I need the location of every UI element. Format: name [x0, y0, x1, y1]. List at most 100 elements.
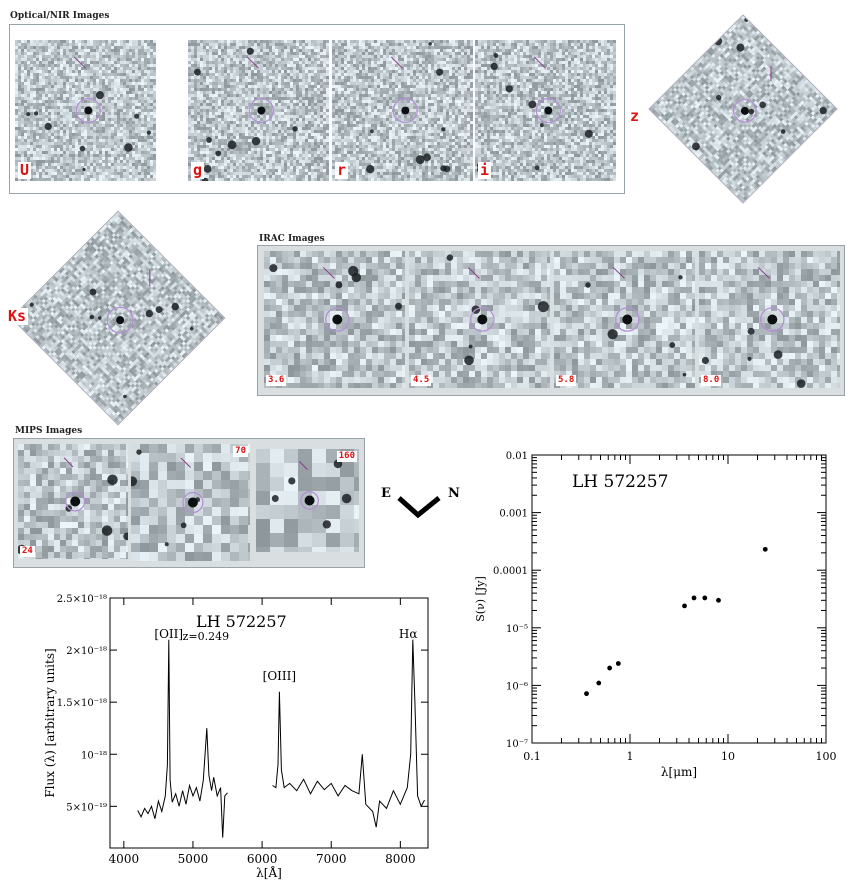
- sed-title: LH 572257: [572, 472, 668, 492]
- star: [443, 165, 451, 173]
- pointer-mark: [298, 461, 308, 470]
- target-source: [477, 314, 488, 325]
- band-label-i: i: [478, 161, 492, 179]
- line-annotation: [OII]: [154, 627, 183, 641]
- aperture-circle: [65, 491, 86, 512]
- band-label-g: g: [191, 161, 205, 179]
- star: [194, 68, 201, 76]
- star: [251, 136, 261, 146]
- sky-image: [256, 449, 359, 552]
- compass-arrow-icon: [397, 496, 441, 519]
- y-tick-label: 10⁻⁷: [506, 739, 528, 750]
- star: [124, 143, 133, 152]
- star: [136, 449, 142, 455]
- image-stamp-i: i: [475, 40, 616, 181]
- star: [584, 129, 593, 138]
- star: [701, 356, 709, 365]
- band-label-5.8: 5.8: [556, 375, 577, 386]
- x-tick-label: 7000: [316, 852, 347, 866]
- star: [271, 495, 279, 502]
- target-source: [767, 314, 778, 325]
- target-source: [70, 496, 81, 507]
- aperture-circle: [248, 97, 274, 124]
- star: [134, 113, 140, 119]
- line-annotation: Hα: [399, 627, 418, 641]
- star: [468, 344, 473, 349]
- aperture-circle: [75, 97, 101, 124]
- star: [101, 525, 113, 536]
- star: [322, 520, 331, 529]
- spectrum-title: LH 572257: [196, 612, 287, 631]
- star: [773, 350, 783, 360]
- sky-image: [11, 211, 225, 425]
- sed-data-point: [702, 595, 708, 601]
- sed-data-point: [584, 691, 589, 697]
- star: [534, 165, 540, 171]
- sed-data-point: [691, 595, 697, 601]
- star: [155, 306, 163, 313]
- star: [164, 542, 169, 547]
- star: [288, 477, 296, 485]
- sky-image: [475, 40, 616, 181]
- star: [206, 137, 212, 143]
- x-tick-label: 5000: [178, 852, 209, 866]
- target-source: [401, 106, 410, 115]
- band-label-4.5: 4.5: [411, 375, 432, 386]
- spectrum-redshift: z=0.249: [183, 630, 230, 643]
- band-label-8.0: 8.0: [701, 375, 722, 386]
- x-tick-label: 1: [627, 750, 634, 763]
- sky-image: [409, 251, 550, 388]
- image-stamp-24: 24: [18, 444, 128, 559]
- mips-group-title: MIPS Images: [15, 426, 83, 436]
- aperture-circle: [325, 307, 350, 332]
- star: [678, 275, 683, 280]
- spectrum-x-label: λ[Å]: [256, 865, 282, 880]
- target-source: [187, 497, 198, 508]
- band-label-u: U: [18, 161, 32, 179]
- star: [505, 85, 513, 93]
- image-stamp-u: U: [15, 40, 156, 181]
- target-source: [740, 106, 749, 115]
- star: [269, 264, 278, 273]
- spectrum-line: [272, 639, 425, 828]
- star: [747, 356, 752, 361]
- target-source: [84, 106, 93, 115]
- sky-noise: [409, 251, 550, 388]
- star: [759, 101, 766, 109]
- star: [145, 309, 154, 318]
- aperture-circle: [106, 306, 134, 334]
- star: [748, 108, 755, 115]
- star: [44, 122, 52, 131]
- aperture-circle: [760, 307, 785, 332]
- sky-image: [188, 40, 329, 181]
- x-tick-label: 10: [721, 750, 735, 763]
- image-stamp-ks: [10, 210, 226, 426]
- star: [79, 145, 86, 152]
- star: [98, 316, 102, 320]
- line-annotation: [OIII]: [263, 669, 296, 683]
- x-tick-label: 0.1: [523, 750, 541, 763]
- star: [747, 327, 755, 335]
- star: [131, 476, 138, 487]
- target-source: [257, 106, 266, 115]
- star: [95, 91, 104, 100]
- sed-plot-frame: [531, 454, 827, 744]
- star: [716, 94, 722, 101]
- star: [107, 474, 118, 486]
- pointer-mark: [757, 267, 770, 279]
- star: [171, 302, 179, 311]
- sed-data-point: [716, 597, 721, 603]
- star: [682, 372, 687, 377]
- sed-y-label: S(ν) [Jy]: [474, 576, 487, 622]
- star: [180, 522, 187, 529]
- band-label-70: 70: [233, 446, 248, 457]
- star: [736, 43, 745, 52]
- star: [669, 342, 676, 348]
- star: [203, 165, 212, 173]
- band-label-ks: Ks: [6, 307, 29, 325]
- star: [607, 329, 618, 340]
- spectrum-y-label: Flux (λ) [arbitrary units]: [43, 648, 57, 797]
- y-tick-label: 10⁻¹⁸: [81, 750, 107, 761]
- target-source: [544, 106, 553, 115]
- sky-image: [15, 40, 156, 181]
